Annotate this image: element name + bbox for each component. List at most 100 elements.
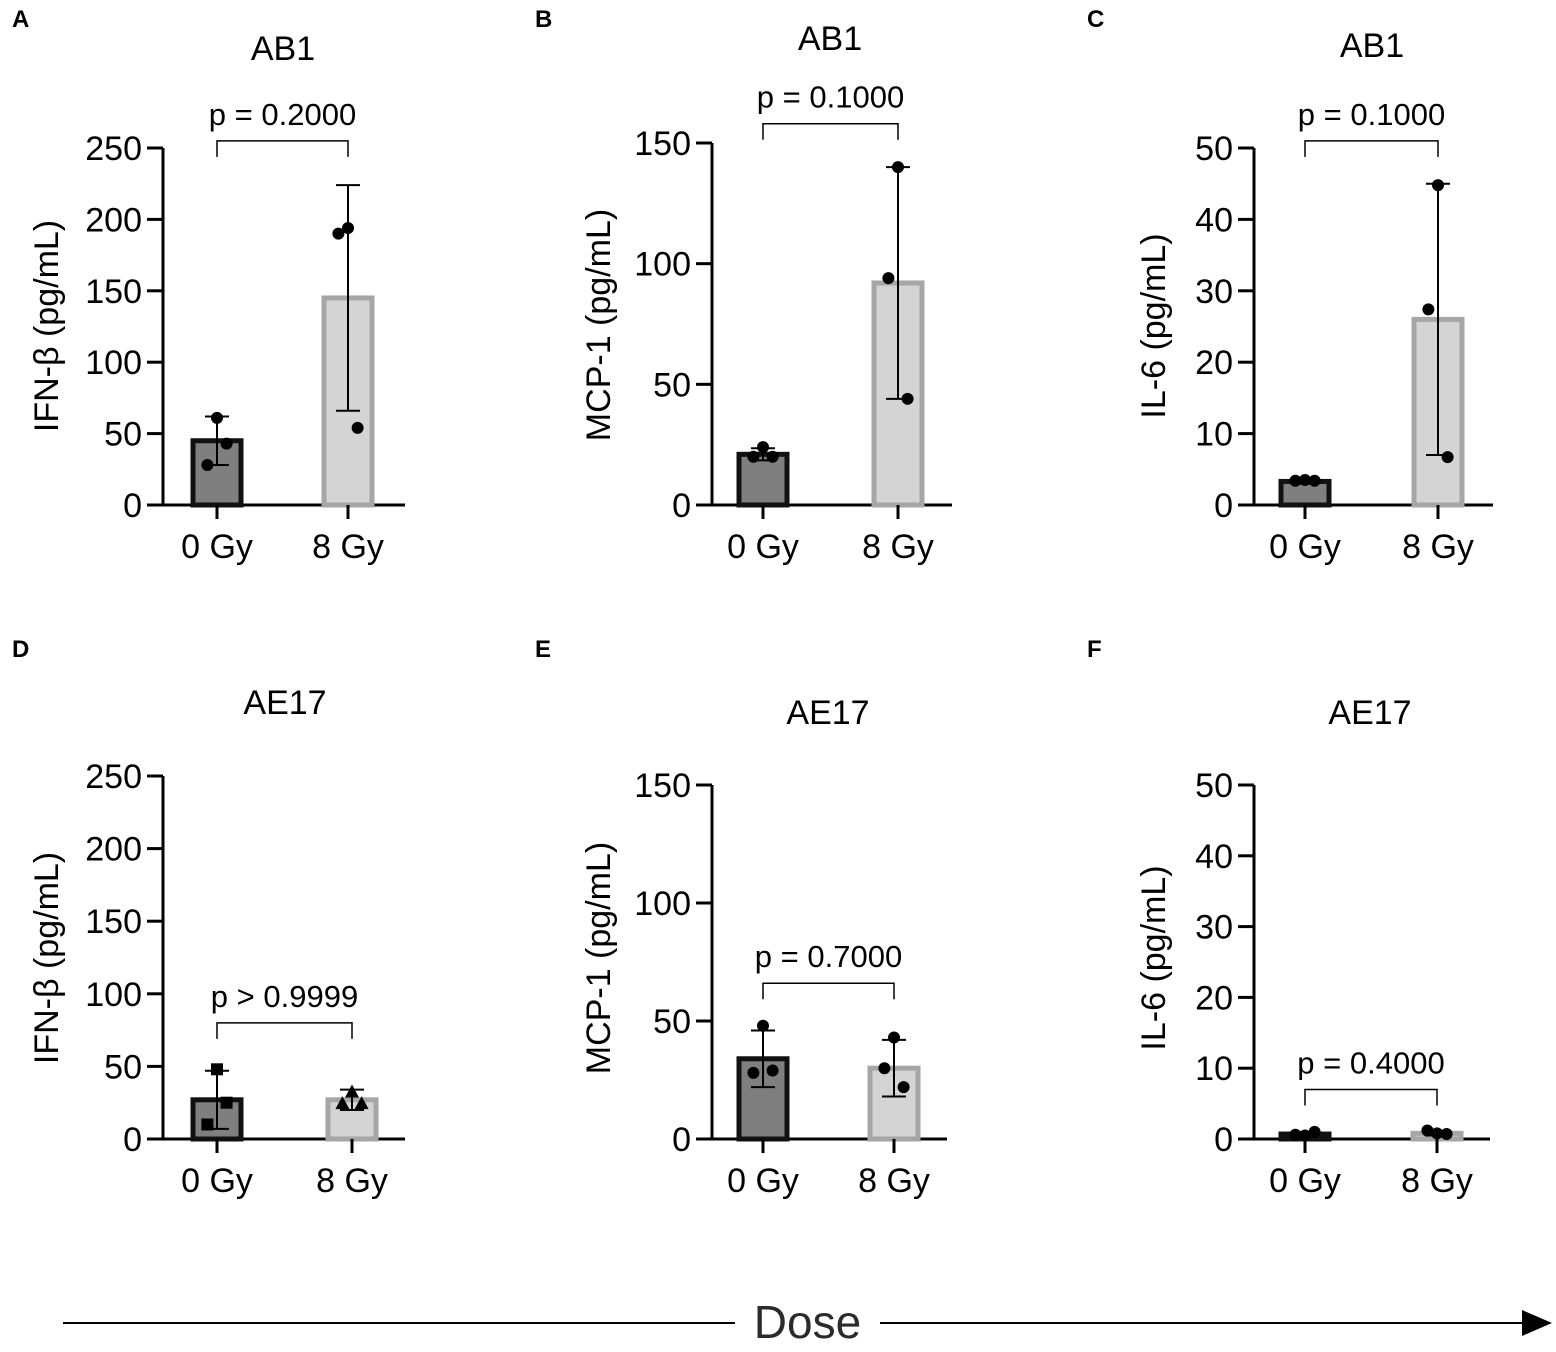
- data-point: [201, 459, 214, 472]
- data-point: [335, 1096, 350, 1110]
- panel-a: A AB1 IFN-β (pg/mL) 0 50 100 150 200 250 0 Gy 8 Gy…: [12, 6, 405, 566]
- p-value-label: p = 0.1000: [1298, 97, 1445, 132]
- bar-0gy: [736, 451, 790, 508]
- p-value-label: p = 0.1000: [757, 80, 904, 115]
- x-tick-label: 0 Gy: [181, 1162, 253, 1200]
- x-tick-label: 0 Gy: [1269, 1162, 1341, 1200]
- y-tick-label: 20: [1195, 979, 1233, 1017]
- y-tick-label: 150: [634, 767, 691, 805]
- x-tick-label: 8 Gy: [1401, 1162, 1473, 1200]
- x-tick-label: 8 Gy: [1402, 528, 1474, 566]
- chart-title: AE17: [1328, 694, 1411, 732]
- dose-axis-label: Dose: [735, 1292, 880, 1352]
- p-value-label: p = 0.4000: [1297, 1045, 1444, 1080]
- data-point: [1440, 1128, 1453, 1141]
- data-point: [211, 411, 223, 424]
- data-point: [878, 1062, 891, 1075]
- data-point: [345, 1084, 359, 1098]
- data-point: [1308, 1125, 1321, 1138]
- data-point: [1441, 451, 1454, 464]
- data-point: [1299, 474, 1311, 487]
- significance-bracket: [762, 982, 895, 1000]
- data-point: [1308, 474, 1321, 487]
- data-point: [882, 272, 895, 285]
- panel-b: B AB1 MCP-1 (pg/mL) 0 50 100 150 0 Gy 8 Gy p = 0.…: [535, 6, 952, 566]
- y-tick-label: 250: [85, 130, 142, 168]
- y-tick-label: 0: [123, 1121, 142, 1159]
- p-value-label: p = 0.7000: [755, 939, 902, 974]
- y-axis-label: IL-6 (pg/mL): [1135, 233, 1173, 418]
- y-tick-label: 100: [85, 344, 142, 382]
- data-point: [332, 227, 345, 240]
- panel-letter: E: [535, 636, 551, 663]
- y-tick-label: 30: [1195, 273, 1233, 311]
- y-tick-label: 100: [85, 976, 142, 1014]
- x-tick-label: 8 Gy: [312, 528, 384, 566]
- chart-title: AB1: [1340, 27, 1404, 65]
- y-tick-label: 50: [1195, 767, 1233, 805]
- data-point: [1299, 1129, 1311, 1142]
- y-axis-label: MCP-1 (pg/mL): [580, 842, 618, 1074]
- panel-letter: A: [12, 6, 29, 33]
- panel-letter: C: [1087, 6, 1104, 33]
- y-tick-label: 20: [1195, 344, 1233, 382]
- x-tick-label: 8 Gy: [858, 1162, 930, 1200]
- y-axis-label: IFN-β (pg/mL): [28, 220, 66, 432]
- data-point: [1431, 1127, 1443, 1140]
- y-tick-label: 150: [85, 903, 142, 941]
- y-axis-label: IFN-β (pg/mL): [28, 852, 66, 1064]
- y-tick-label: 0: [123, 487, 142, 525]
- y-tick-label: 100: [634, 246, 691, 284]
- data-point: [766, 450, 779, 463]
- y-tick-label: 250: [85, 758, 142, 796]
- x-tick-label: 8 Gy: [862, 528, 934, 566]
- y-tick-label: 50: [1195, 130, 1233, 168]
- data-point: [351, 421, 364, 434]
- y-tick-label: 100: [634, 885, 691, 923]
- significance-bracket: [762, 122, 899, 140]
- data-point: [901, 392, 914, 405]
- dose-arrow-head: [1522, 1310, 1552, 1336]
- y-axis-label: MCP-1 (pg/mL): [580, 209, 618, 441]
- y-tick-label: 200: [85, 201, 142, 239]
- data-point: [201, 1118, 214, 1131]
- x-tick-label: 0 Gy: [1269, 528, 1341, 566]
- chart-title: AE17: [786, 694, 869, 732]
- y-tick-label: 50: [653, 1003, 691, 1041]
- data-point: [747, 450, 760, 463]
- panel-letter: D: [12, 636, 29, 663]
- x-tick-label: 0 Gy: [727, 528, 799, 566]
- data-point: [1289, 474, 1302, 487]
- data-point: [211, 1063, 223, 1076]
- data-point: [1421, 1124, 1434, 1137]
- data-point: [220, 437, 233, 450]
- chart-title: AE17: [243, 684, 326, 722]
- data-point: [1432, 179, 1444, 192]
- panel-d: D AE17 IFN-β (pg/mL) 0 50 100 150 200 250 0 Gy 8 G…: [12, 636, 405, 1200]
- significance-bracket: [1304, 1088, 1438, 1106]
- p-value-label: p = 0.2000: [209, 97, 356, 132]
- chart-title: AB1: [798, 20, 862, 58]
- data-point: [354, 1096, 369, 1110]
- y-tick-label: 200: [85, 831, 142, 869]
- y-tick-label: 150: [634, 125, 691, 163]
- y-tick-label: 30: [1195, 909, 1233, 947]
- data-point: [342, 221, 354, 234]
- y-tick-label: 50: [104, 416, 142, 454]
- y-tick-label: 150: [85, 273, 142, 311]
- y-tick-label: 0: [672, 1121, 691, 1159]
- data-point: [220, 1096, 233, 1109]
- y-tick-label: 40: [1195, 838, 1233, 876]
- y-axis-label: IL-6 (pg/mL): [1135, 865, 1173, 1050]
- data-point: [747, 1066, 760, 1079]
- data-point: [897, 1081, 910, 1094]
- data-point: [888, 1031, 900, 1044]
- p-value-label: p > 0.9999: [211, 979, 358, 1014]
- significance-bracket: [216, 1022, 353, 1039]
- data-point: [892, 161, 904, 174]
- panel-c: C AB1 IL-6 (pg/mL) 0 10 20 30 40 50 0 Gy 8 Gy p = 0…: [1087, 6, 1493, 566]
- panel-letter: F: [1087, 636, 1102, 663]
- y-tick-label: 10: [1195, 416, 1233, 454]
